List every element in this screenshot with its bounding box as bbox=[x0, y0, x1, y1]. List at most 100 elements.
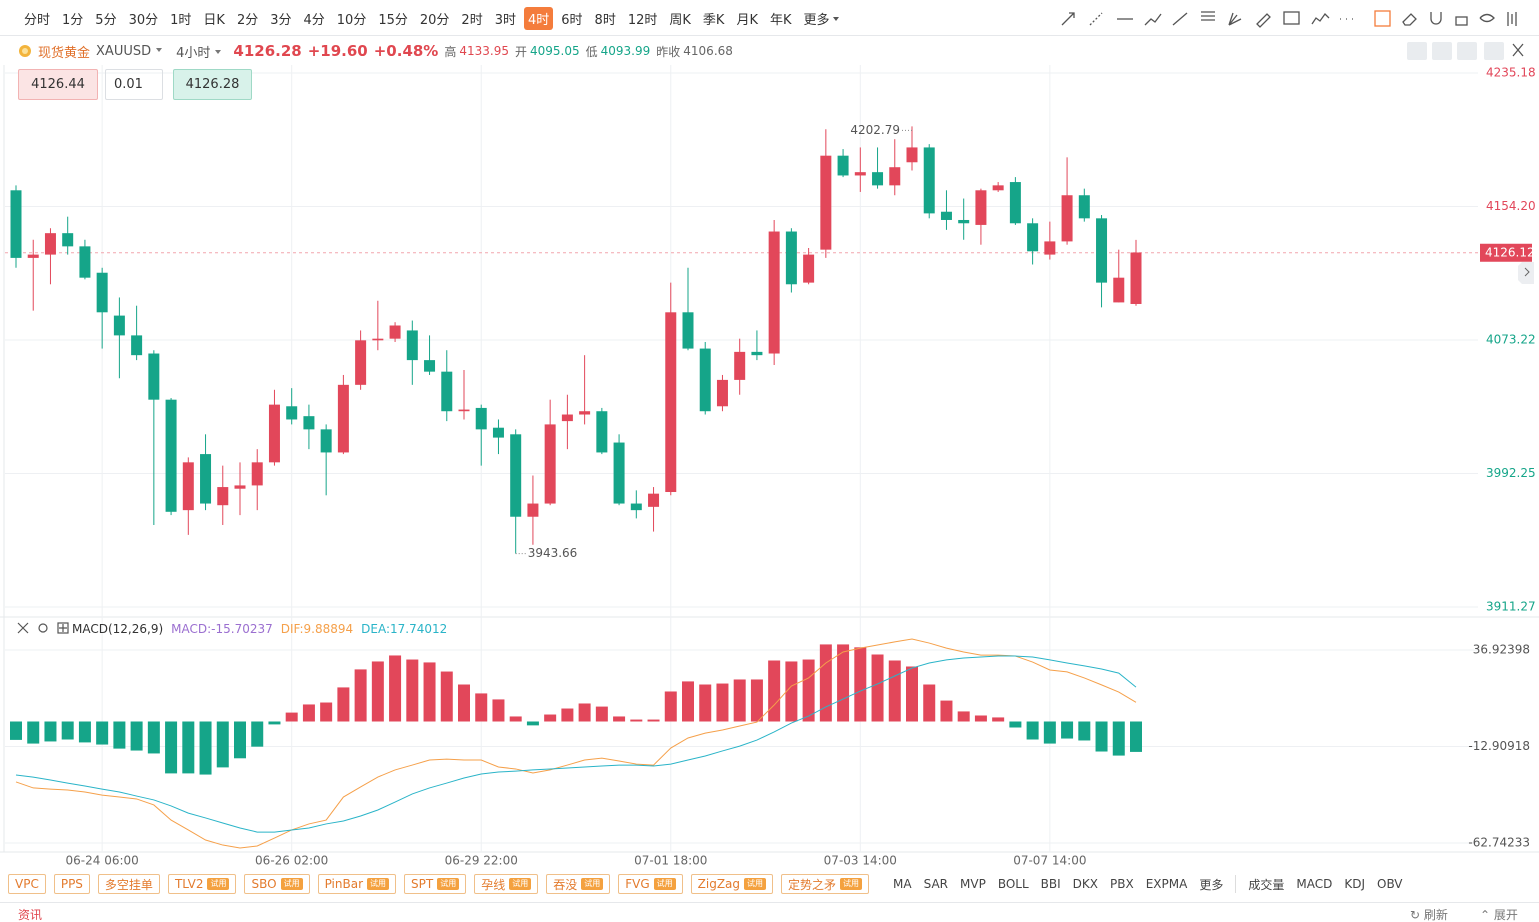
x-tick-label: 07-07 14:00 bbox=[1013, 854, 1086, 868]
macd-bar bbox=[27, 721, 40, 744]
news-tab[interactable]: 资讯 bbox=[18, 908, 43, 922]
period-button[interactable]: 1时 bbox=[170, 12, 192, 28]
indicator-bar: VPC PPS 多空挂单 TLV2 试用 SBO 试用 PinBar 试用 SPT 试用 孕线 试用 吞没… bbox=[0, 871, 1539, 897]
expand[interactable]: ⌃ 展开 bbox=[1480, 908, 1518, 922]
candle-body bbox=[648, 493, 660, 507]
period-button[interactable]: 3时 bbox=[494, 12, 516, 28]
period-button[interactable]: 季K bbox=[702, 12, 725, 28]
tool-button[interactable]: 多空挂单 bbox=[97, 874, 160, 894]
tool-button[interactable]: PPS bbox=[53, 874, 90, 894]
main-indicator[interactable]: DKX bbox=[1072, 877, 1099, 891]
tool-name: SBO bbox=[251, 877, 277, 891]
footer: 资讯 ↻ 刷新 ⌃ 展开 bbox=[0, 902, 1539, 922]
period-button[interactable]: 6时 bbox=[561, 12, 583, 28]
tool-button[interactable]: VPC bbox=[8, 874, 46, 894]
period-button[interactable]: 8时 bbox=[594, 12, 616, 28]
lots-input[interactable]: 0.01 bbox=[105, 69, 163, 100]
sub-indicator[interactable]: MACD bbox=[1296, 877, 1333, 891]
period-button[interactable]: 周K bbox=[669, 12, 691, 28]
period-button[interactable]: 年K bbox=[769, 12, 792, 28]
macd-bar bbox=[10, 721, 22, 740]
macd-bar bbox=[1026, 721, 1039, 740]
sub-indicator[interactable]: OBV bbox=[1377, 877, 1403, 891]
macd-bar bbox=[1130, 721, 1142, 752]
candle-body bbox=[1096, 218, 1108, 283]
main-indicator[interactable]: EXPMA bbox=[1145, 877, 1188, 891]
period-button[interactable]: 10分 bbox=[336, 12, 367, 28]
x-tick-label: 07-03 14:00 bbox=[824, 854, 897, 868]
prev-label: 昨收 bbox=[656, 44, 681, 59]
macd-bar bbox=[492, 699, 505, 722]
period-button[interactable]: 30分 bbox=[128, 12, 159, 28]
tool-button[interactable]: 孕线 试用 bbox=[474, 874, 539, 894]
period-button[interactable]: 月K bbox=[736, 12, 758, 28]
sub-indicator[interactable]: 成交量 bbox=[1248, 877, 1285, 892]
trial-badge: 试用 bbox=[581, 878, 604, 890]
main-indicator[interactable]: SAR bbox=[923, 877, 948, 891]
candle-body bbox=[872, 172, 884, 186]
period-button[interactable]: 4时 bbox=[523, 6, 554, 30]
legend-entry: MACD(12,26,9) bbox=[72, 622, 163, 636]
macd-bar bbox=[251, 721, 264, 747]
macd-bar bbox=[96, 721, 109, 745]
period-button[interactable]: 2分 bbox=[236, 12, 259, 28]
candle-body bbox=[630, 503, 642, 511]
main-indicator[interactable]: PBX bbox=[1110, 877, 1134, 891]
macd-line bbox=[15, 655, 1137, 833]
legend-entry: DEA:17.74012 bbox=[361, 622, 447, 636]
candle-body bbox=[527, 503, 539, 517]
tool-button[interactable]: 吞没 试用 bbox=[546, 874, 611, 894]
sell-button[interactable]: 4126.44 bbox=[18, 69, 98, 100]
main-indicator[interactable]: BOLL bbox=[997, 877, 1029, 891]
tool-button[interactable]: FVG 试用 bbox=[618, 874, 683, 894]
macd-bar bbox=[716, 683, 729, 722]
candle-body bbox=[131, 335, 143, 356]
refresh[interactable]: ↻ 刷新 bbox=[1410, 908, 1448, 922]
tool-button[interactable]: SPT 试用 bbox=[404, 874, 467, 894]
macd-line bbox=[15, 638, 1137, 849]
tool-button[interactable]: SBO 试用 bbox=[244, 874, 310, 894]
tool-button[interactable]: 定势之矛 试用 bbox=[781, 874, 870, 894]
drawing-tools bbox=[1061, 10, 1517, 28]
symbol[interactable]: XAUUSD bbox=[96, 44, 162, 59]
candle-body bbox=[768, 231, 780, 354]
more-indicators[interactable]: 更多 bbox=[1199, 877, 1224, 892]
period-button[interactable]: 日K bbox=[203, 12, 225, 28]
period-button[interactable]: 12时 bbox=[627, 12, 658, 28]
macd-bar bbox=[458, 684, 470, 722]
period-button[interactable]: 20分 bbox=[419, 12, 450, 28]
macd-bar bbox=[320, 702, 333, 722]
period-button[interactable]: 3分 bbox=[270, 12, 292, 28]
macd-bar bbox=[733, 679, 746, 722]
trial-badge: 试用 bbox=[509, 878, 532, 890]
main-indicator[interactable]: MVP bbox=[960, 877, 986, 891]
period-button[interactable]: 1分 bbox=[62, 12, 84, 28]
period-button[interactable]: 5分 bbox=[95, 12, 117, 28]
buy-button[interactable]: 4126.28 bbox=[173, 69, 252, 100]
candle-body bbox=[96, 272, 108, 313]
macd-bar bbox=[647, 719, 660, 722]
candle-body bbox=[355, 340, 367, 385]
tool-button[interactable]: PinBar 试用 bbox=[317, 874, 397, 894]
macd-bar bbox=[389, 655, 402, 722]
macd-bar bbox=[371, 661, 384, 722]
main-indicator[interactable]: BBI bbox=[1040, 877, 1061, 891]
coin-icon bbox=[19, 45, 31, 57]
macd-bar bbox=[61, 721, 74, 740]
macd-bar bbox=[699, 684, 712, 722]
period-button[interactable]: 15分 bbox=[378, 12, 408, 28]
period-button[interactable]: 分时 bbox=[24, 12, 51, 28]
period-button[interactable]: 2时 bbox=[461, 12, 483, 28]
period-button[interactable]: 4分 bbox=[303, 12, 325, 28]
macd-bar bbox=[906, 666, 918, 722]
main-indicator[interactable]: MA bbox=[893, 877, 912, 891]
period-toolbar: 分时 1分 5分 30分 1时 日K 2分 3分 4分 10分 15分 20分 2时 3时 4时 6时 8时 12… bbox=[20, 0, 843, 36]
sub-indicator[interactable]: KDJ bbox=[1344, 877, 1365, 891]
period-button[interactable]: 更多 bbox=[800, 7, 843, 30]
divider bbox=[0, 35, 1539, 36]
period[interactable]: 4小时 bbox=[176, 42, 221, 61]
candle-body bbox=[458, 409, 470, 412]
tool-button[interactable]: ZigZag 试用 bbox=[690, 874, 774, 894]
tool-button[interactable]: TLV2 试用 bbox=[167, 874, 237, 894]
macd-bar bbox=[578, 703, 591, 722]
